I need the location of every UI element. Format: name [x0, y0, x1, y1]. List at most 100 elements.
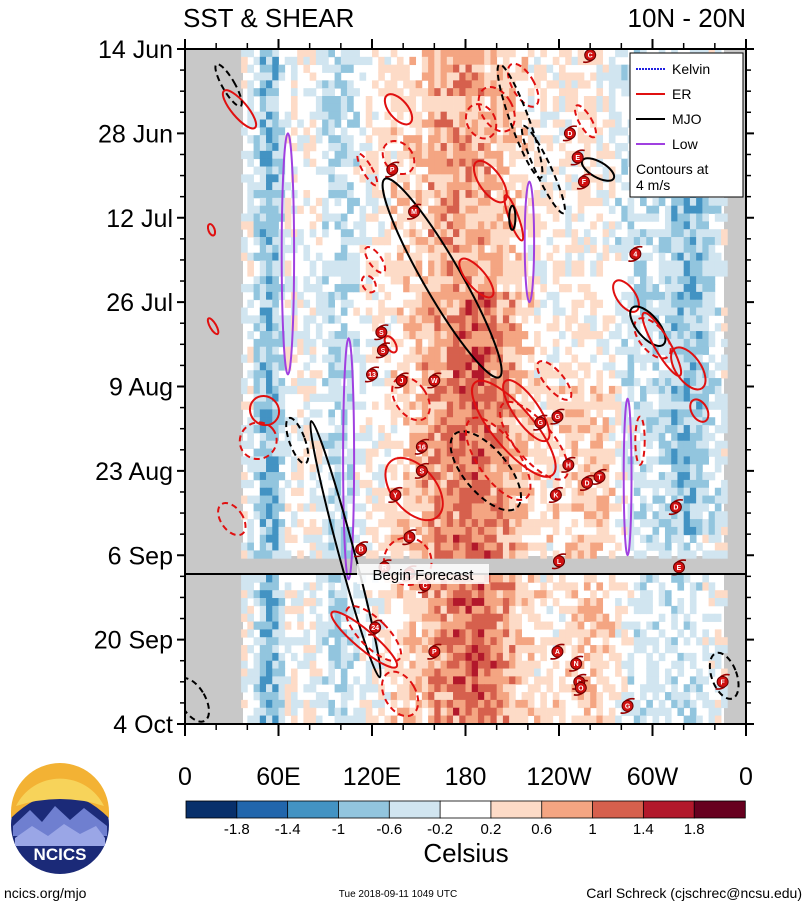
sst-cell — [353, 197, 360, 207]
sst-cell — [459, 362, 466, 371]
sst-cell — [453, 96, 460, 105]
sst-cell — [689, 307, 697, 316]
sst-cell — [434, 237, 441, 246]
sst-cell — [664, 440, 672, 449]
sst-cell — [471, 385, 479, 395]
sst-cell — [353, 346, 360, 355]
sst-cell — [453, 598, 460, 607]
sst-cell — [509, 299, 516, 308]
sst-cell — [646, 323, 653, 332]
sst-cell — [278, 166, 286, 175]
sst-cell — [527, 487, 535, 496]
sst-cell — [702, 440, 709, 449]
sst-cell — [378, 56, 385, 66]
sst-cell — [683, 205, 691, 214]
sst-cell — [652, 487, 660, 496]
sst-cell — [434, 135, 441, 144]
sst-cell — [315, 370, 323, 379]
sst-cell — [309, 519, 317, 528]
sst-cell — [340, 699, 348, 709]
sst-cell — [658, 495, 666, 504]
sst-cell — [384, 111, 392, 120]
sst-cell — [490, 72, 498, 81]
sst-cell — [652, 456, 660, 465]
sst-cell — [459, 72, 466, 81]
sst-cell — [596, 699, 604, 709]
sst-cell — [477, 205, 485, 214]
sst-cell — [502, 276, 510, 285]
sst-cell — [515, 338, 522, 348]
sst-cell — [702, 503, 709, 512]
storm-label: P — [566, 746, 571, 753]
sst-cell — [303, 127, 311, 136]
sst-cell — [384, 432, 392, 442]
sst-cell — [490, 425, 498, 434]
sst-cell — [608, 370, 616, 379]
sst-cell — [664, 354, 672, 363]
sst-cell — [428, 127, 435, 136]
sst-cell — [521, 519, 529, 528]
sst-cell — [527, 143, 535, 152]
sst-cell — [434, 440, 441, 449]
sst-cell — [615, 629, 622, 638]
sst-cell — [446, 425, 454, 434]
sst-cell — [465, 166, 473, 175]
sst-cell — [284, 260, 292, 269]
sst-cell — [434, 542, 441, 551]
sst-cell — [347, 385, 354, 395]
sst-cell — [347, 150, 354, 160]
sst-cell — [696, 354, 703, 363]
sst-cell — [259, 338, 267, 348]
sst-cell — [303, 244, 311, 254]
sst-cell — [421, 370, 429, 379]
sst-cell — [465, 692, 473, 701]
sst-cell — [658, 550, 666, 559]
sst-cell — [590, 197, 597, 207]
sst-cell — [266, 660, 273, 669]
sst-cell — [309, 119, 317, 128]
contour — [383, 93, 414, 126]
sst-cell — [372, 111, 379, 120]
sst-cell — [677, 205, 685, 214]
sst-cell — [446, 472, 454, 481]
sst-cell — [677, 668, 685, 677]
sst-cell — [714, 237, 722, 246]
sst-cell — [347, 393, 354, 402]
sst-cell — [465, 456, 473, 465]
sst-cell — [259, 574, 267, 583]
sst-cell — [721, 479, 728, 489]
sst-cell — [621, 676, 628, 685]
sst-cell — [446, 464, 454, 473]
sst-cell — [702, 393, 709, 402]
sst-cell — [652, 479, 660, 489]
sst-cell — [683, 479, 691, 489]
sst-cell — [253, 378, 261, 387]
sst-cell — [396, 268, 404, 277]
sst-cell — [590, 598, 597, 607]
sst-cell — [540, 645, 547, 654]
sst-cell — [646, 291, 653, 301]
sst-cell — [241, 80, 248, 89]
sst-cell — [259, 174, 267, 183]
sst-cell — [565, 88, 572, 97]
storm-marker: 16 — [414, 438, 430, 455]
sst-cell — [453, 143, 460, 152]
sst-cell — [259, 323, 267, 332]
sst-cell — [527, 605, 535, 615]
sst-cell — [409, 495, 417, 504]
y-tick-label: 6 Sep — [108, 542, 173, 570]
sst-cell — [309, 472, 317, 481]
sst-cell — [540, 64, 547, 73]
sst-cell — [272, 64, 279, 73]
sst-cell — [266, 590, 273, 599]
sst-cell — [627, 362, 635, 371]
sst-cell — [359, 684, 367, 693]
sst-cell — [708, 401, 716, 410]
sst-cell — [396, 174, 404, 183]
sst-cell — [315, 550, 323, 559]
sst-cell — [266, 197, 273, 207]
sst-cell — [453, 699, 460, 709]
sst-cell — [714, 534, 722, 543]
sst-cell — [340, 244, 348, 254]
sst-cell — [465, 229, 473, 238]
